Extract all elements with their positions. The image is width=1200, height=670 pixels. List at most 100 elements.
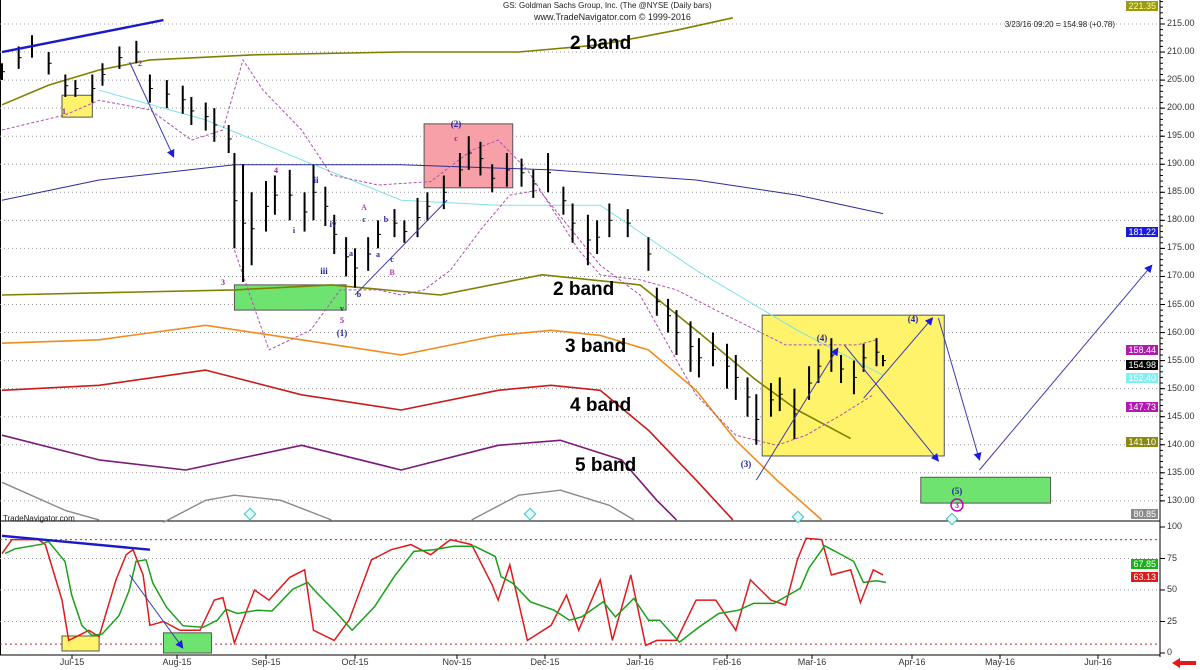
band-line	[1, 273, 852, 440]
oscillator-zone-box	[162, 632, 212, 654]
band-label-3: 3 band	[565, 336, 627, 357]
price-arrow	[129, 61, 175, 158]
time-tick-label: Apr-16	[898, 657, 926, 667]
wave-label: v	[340, 304, 344, 313]
band-label-2-upper: 2 band	[570, 33, 632, 54]
wave-label: 3	[955, 501, 959, 510]
price-tick-label: 210.00	[1167, 46, 1195, 57]
last-value-label: 147.73	[1126, 402, 1158, 412]
price-tick-label: 185.00	[1167, 186, 1195, 197]
price-arrow	[843, 344, 940, 462]
oscillator-zone-box	[61, 635, 100, 652]
time-tick-label: Jan-16	[626, 657, 654, 667]
band-label-4: 4 band	[570, 395, 632, 416]
time-tick-label: Oct-15	[341, 657, 369, 667]
band-line	[98, 89, 884, 376]
oscillator-tick-label: 100	[1167, 521, 1183, 531]
price-arrow	[755, 347, 839, 481]
time-tick-label: Nov-15	[442, 657, 472, 667]
price-tick-label: 165.00	[1167, 298, 1195, 309]
price-tick-label: 145.00	[1167, 410, 1195, 421]
diamond-marker-icon	[523, 507, 537, 521]
time-tick-label: May-16	[984, 657, 1016, 667]
price-tick-label: 200.00	[1167, 102, 1195, 113]
wave-label: (4)	[817, 333, 828, 343]
price-trendline	[354, 199, 448, 296]
watermark: TradeNavigator.com	[3, 514, 75, 523]
price-tick-label: 170.00	[1167, 270, 1195, 281]
wave-label: (4)	[908, 314, 919, 324]
oscillator-trendline	[1, 534, 151, 551]
band-line	[1, 324, 823, 521]
oscillator-tick-label: 0	[1167, 647, 1173, 657]
band-line	[1, 481, 100, 521]
price-zone-box	[61, 94, 93, 118]
last-value-label: 152.40	[1126, 373, 1158, 383]
oscillator-d-line	[4, 540, 887, 644]
wave-label: (1)	[337, 328, 348, 338]
time-tick-label: Aug-15	[162, 657, 192, 667]
copyright: www.TradeNavigator.com © 1999-2016	[534, 12, 691, 22]
price-tick-label: 135.00	[1167, 466, 1195, 477]
band-line	[1, 434, 678, 521]
oscillator-tick-label: 50	[1167, 584, 1178, 594]
time-tick-label: Jun-16	[1084, 657, 1112, 667]
price-tick-label: 150.00	[1167, 382, 1195, 393]
price-arrow	[863, 317, 934, 399]
price-zone-box	[920, 476, 1052, 504]
time-tick-label: Mar-16	[797, 657, 827, 667]
envelope-line	[1, 59, 877, 346]
wave-label: (5)	[952, 486, 963, 496]
wave-label: 1	[62, 107, 66, 116]
last-value-label: 63.13	[1131, 572, 1158, 582]
price-tick-label: 175.00	[1167, 242, 1195, 253]
band-line	[471, 489, 635, 521]
price-tick-label: 160.00	[1167, 326, 1195, 337]
wave-label: (2)	[451, 119, 462, 129]
last-value-label: 154.98	[1126, 360, 1158, 370]
wave-label: iii	[320, 266, 328, 276]
last-quote: 3/23/16 09:20 = 154.98 (+0.78)	[1004, 20, 1115, 29]
last-value-label: 221.35	[1126, 1, 1158, 11]
wave-label: c	[390, 255, 394, 264]
price-tick-label: 195.00	[1167, 130, 1195, 141]
price-tick-label: 155.00	[1167, 354, 1195, 365]
last-value-label: 141.10	[1126, 437, 1158, 447]
oscillator-tick-label: 25	[1167, 615, 1178, 626]
wave-label: b	[384, 215, 389, 224]
chart-title: GS: Goldman Sachs Group, Inc. (The @NYSE…	[503, 1, 712, 10]
time-tick-label: Dec-15	[530, 657, 560, 667]
time-tick-label: Jul-15	[59, 657, 85, 667]
time-tick-label: Feb-16	[712, 657, 742, 667]
last-value-label: 67.85	[1131, 559, 1158, 569]
price-tick-label: 130.00	[1167, 494, 1195, 505]
price-tick-label: 215.00	[1167, 18, 1195, 28]
wave-label: 5	[340, 316, 344, 325]
oscillator-arrow	[129, 574, 184, 649]
price-arrow	[979, 264, 1153, 471]
price-tick-label: 190.00	[1167, 158, 1195, 169]
wave-label: i	[293, 226, 296, 235]
diamond-marker-icon	[945, 512, 959, 526]
band-label-5: 5 band	[575, 455, 637, 476]
price-tick-label: 180.00	[1167, 214, 1195, 225]
price-tick-label: 140.00	[1167, 438, 1195, 449]
wave-label: A	[361, 203, 367, 212]
price-arrow	[937, 317, 982, 461]
wave-label: 3	[221, 278, 225, 287]
wave-label: a	[376, 250, 380, 259]
last-value-label: 181.22	[1126, 227, 1158, 237]
band-line	[1, 369, 734, 521]
scroll-right-arrow-icon[interactable]	[1172, 658, 1196, 668]
wave-label: 4	[274, 166, 278, 175]
time-tick-label: Sep-15	[251, 657, 281, 667]
wave-label: c	[362, 215, 366, 224]
band-line	[1, 164, 884, 215]
band-label-2-lower: 2 band	[553, 279, 615, 300]
envelope-line	[233, 189, 874, 446]
wave-label: (3)	[741, 459, 752, 469]
wave-label: ii	[313, 175, 319, 185]
band-line	[1, 17, 734, 106]
oscillator-tick-label: 75	[1167, 552, 1178, 563]
oscillator-k-line	[1, 537, 884, 647]
